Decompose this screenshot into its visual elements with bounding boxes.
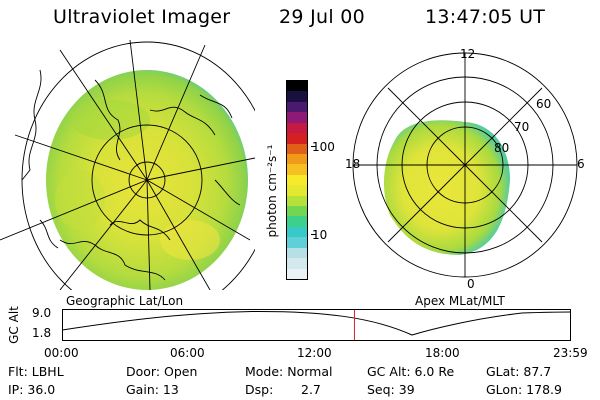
colorbar-segment [287,164,307,175]
colorbar-segment [287,258,307,269]
timeline-ytick-min: 1.8 [32,326,52,340]
mode-info: Mode: Normal [245,364,333,379]
colorbar-tick-mark [311,234,316,235]
colorbar-unit-label: photon cm⁻²s⁻¹ [265,144,279,238]
timeline-xtick: 12:00 [297,346,332,360]
timeline-frame [62,309,571,341]
polar-grid [352,52,578,278]
filter-info: Flt: LBHL [8,364,64,379]
gc-alt-info: GC Alt: 6.0 Re [367,364,455,379]
colorbar-tick-100: 100 [312,140,335,154]
auroral-oval-polar [383,120,510,255]
mlat-mlt-polar-image [352,52,578,278]
dsp-label: Dsp: [245,382,274,397]
geographic-auroral-image [0,40,255,290]
timeline-plot [62,309,571,341]
colorbar-segment [287,216,307,227]
gc-altitude-trace [62,310,571,336]
colorbar-segment [287,237,307,248]
colorbar-segment [287,226,307,238]
apex-caption: Apex MLat/MLT [415,294,505,308]
geographic-caption: Geographic Lat/Lon [66,294,184,308]
colorbar-segment [287,91,307,102]
colorbar-segment [287,268,307,279]
colorbar-tick-10: 10 [312,228,328,242]
timeline-xtick: 00:00 [44,346,79,360]
time-label: 13:47:05 UT [425,6,546,28]
glat-info: GLat: 87.7 [486,364,552,379]
colorbar-segment [287,143,307,154]
mlt-label-0: 0 [467,277,475,291]
mlt-label-12: 12 [460,47,476,61]
colorbar-segment [287,174,307,186]
ip-info: IP: 36.0 [8,382,56,397]
colorbar-segment [287,122,307,134]
mlt-label-6: 6 [577,157,585,171]
timeline-xtick: 18:00 [425,346,460,360]
mlt-label-18: 18 [345,157,361,171]
dsp-value: 2.7 [301,382,321,397]
app-title: Ultraviolet Imager [53,6,231,28]
timeline-axis-label: GC Alt [7,306,21,344]
colorbar-segment [287,206,307,217]
colorbar-segment [287,101,307,113]
timeline-xtick: 06:00 [170,346,205,360]
date-label: 29 Jul 00 [279,6,366,28]
colorbar-segment [287,185,307,196]
mlat-label-70: 70 [514,120,530,134]
mlat-label-60: 60 [536,97,552,111]
colorbar-segment [287,153,307,165]
timeline-ytick-max: 9.0 [32,306,52,320]
timeline-xtick: 23:59 [553,346,588,360]
lat-lon-grid [0,40,255,290]
door-info: Door: Open [126,364,198,379]
colorbar-segment [287,247,307,259]
glon-info: GLon: 178.9 [486,382,562,397]
seq-info: Seq: 39 [367,382,415,397]
colorbar-segment [287,195,307,207]
colorbar-segment [287,80,307,92]
colorbar-tick-mark [311,146,316,147]
colorbar-segment [287,133,307,144]
mlat-label-80: 80 [494,141,510,155]
gain-info: Gain: 13 [126,382,179,397]
colorbar [286,80,308,280]
colorbar-segment [287,112,307,123]
